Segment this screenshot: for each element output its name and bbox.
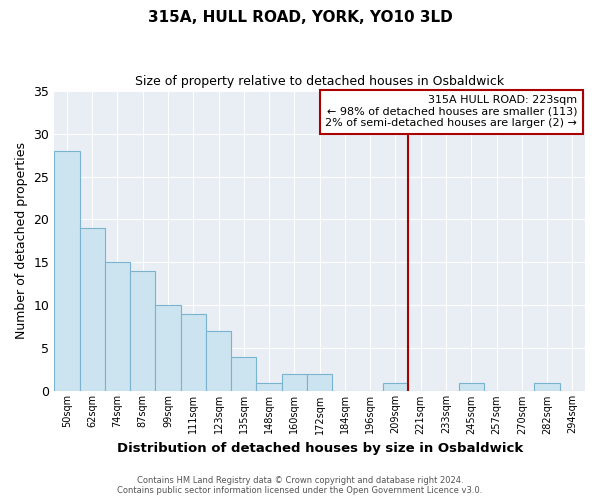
Bar (155, 306, 181, 392)
Bar (282, 374, 307, 392)
X-axis label: Distribution of detached houses by size in Osbaldwick: Distribution of detached houses by size … (116, 442, 523, 455)
Bar (231, 357, 256, 392)
Bar (535, 383, 560, 392)
Bar (307, 374, 332, 392)
Bar (105, 262, 130, 392)
Bar (256, 383, 282, 392)
Bar (181, 314, 206, 392)
Text: 315A, HULL ROAD, YORK, YO10 3LD: 315A, HULL ROAD, YORK, YO10 3LD (148, 10, 452, 25)
Bar (54, 150, 80, 392)
Y-axis label: Number of detached properties: Number of detached properties (15, 142, 28, 340)
Text: 315A HULL ROAD: 223sqm
← 98% of detached houses are smaller (113)
2% of semi-det: 315A HULL ROAD: 223sqm ← 98% of detached… (325, 95, 577, 128)
Bar (130, 271, 155, 392)
Bar (206, 331, 231, 392)
Bar (80, 228, 105, 392)
Title: Size of property relative to detached houses in Osbaldwick: Size of property relative to detached ho… (135, 75, 504, 88)
Bar (383, 383, 408, 392)
Text: Contains HM Land Registry data © Crown copyright and database right 2024.
Contai: Contains HM Land Registry data © Crown c… (118, 476, 482, 495)
Bar (458, 383, 484, 392)
